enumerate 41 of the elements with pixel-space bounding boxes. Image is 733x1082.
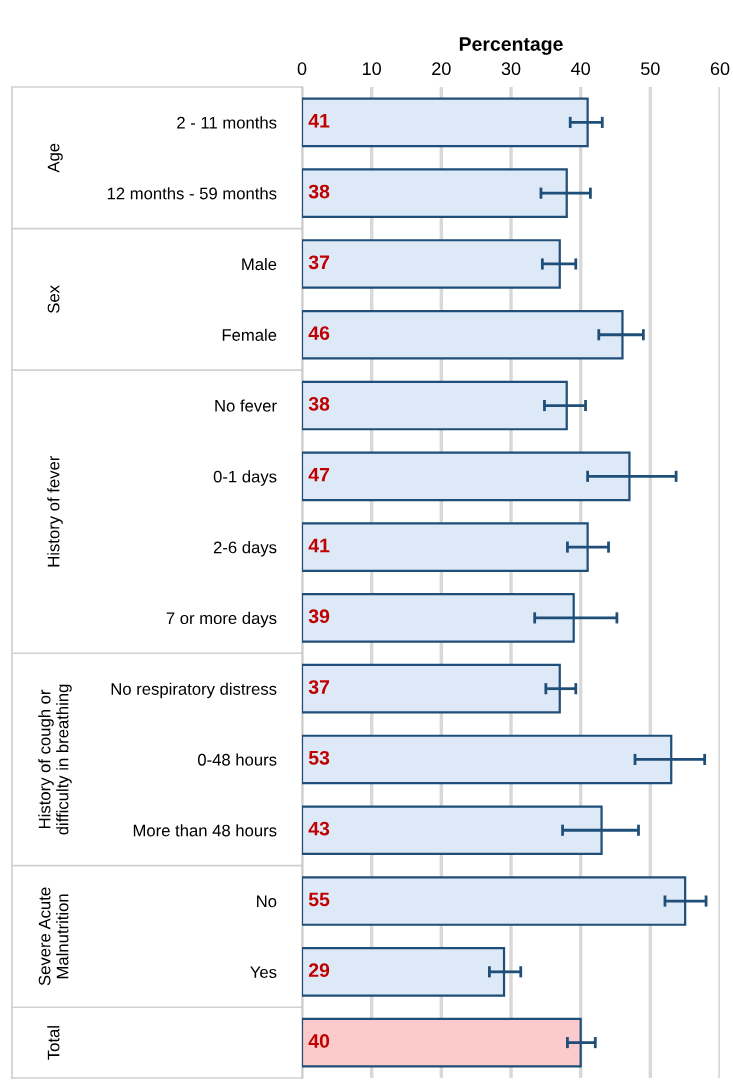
data-label: 37 — [308, 255, 330, 270]
data-label: 38 — [308, 396, 330, 411]
y-tick-label: 7 or more days — [166, 611, 277, 628]
y-tick-label: 0-1 days — [213, 470, 277, 486]
x-tick-label: 10 — [363, 62, 381, 76]
y-tick-label: 2 - 11 months — [177, 116, 277, 129]
y-tick-label: No respiratory distress — [111, 682, 277, 699]
data-label: 43 — [308, 821, 330, 836]
y-tick-label: More than 48 hours — [133, 824, 277, 837]
x-tick-label: 0 — [297, 62, 307, 76]
text: History of fever — [47, 455, 63, 567]
data-label: 37 — [308, 680, 330, 694]
y-tick-label: 2-6 days — [213, 541, 277, 557]
x-tick-label: 40 — [571, 62, 590, 76]
y-tick-label: Female — [222, 328, 277, 341]
data-label: 39 — [308, 609, 330, 624]
data-label: 41 — [308, 538, 330, 553]
data-label: 38 — [308, 184, 330, 199]
y-tick-label: Male — [242, 257, 277, 271]
y-tick-label: Yes — [250, 966, 277, 979]
text: Sex — [47, 285, 60, 313]
y-tick-label: 12 months - 59 months — [107, 187, 277, 200]
y-tick-label: No fever — [215, 399, 277, 412]
y-tick-label: 0-48 hours — [197, 753, 277, 766]
data-label: 29 — [308, 963, 330, 978]
data-label: 53 — [308, 750, 330, 765]
data-label: 46 — [308, 326, 330, 340]
x-tick-label: 50 — [641, 62, 660, 76]
x-axis-title: Percentage — [459, 37, 563, 55]
data-label: 40 — [308, 1034, 330, 1048]
text: Severe Acute Malnutrition — [38, 887, 69, 986]
y-tick-label: No — [257, 895, 277, 908]
data-label: 47 — [308, 467, 330, 482]
text: Total — [47, 1026, 60, 1060]
text: History of cough or difficulty in breathing — [38, 684, 72, 835]
data-label: 55 — [308, 892, 330, 907]
text: Age — [47, 143, 63, 173]
x-tick-label: 60 — [710, 62, 730, 76]
data-label: 41 — [308, 114, 330, 128]
x-tick-label: 20 — [432, 62, 451, 76]
x-tick-label: 30 — [501, 62, 521, 76]
